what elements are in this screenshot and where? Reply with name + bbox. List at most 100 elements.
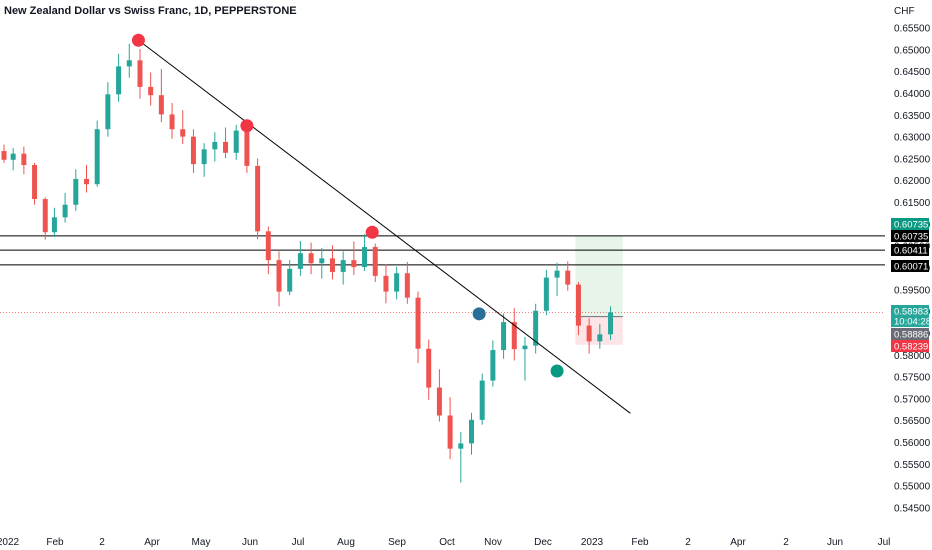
candle-body <box>319 258 325 264</box>
candle-body <box>597 334 603 342</box>
candle <box>255 158 261 240</box>
price-tag-label: 0.60735 <box>894 220 928 231</box>
price-tag-countdown: 10:04:28 <box>894 317 931 328</box>
candle-body <box>426 348 432 388</box>
position-zones <box>575 235 623 345</box>
candle-body <box>394 273 400 292</box>
candle <box>190 129 196 173</box>
candle <box>469 412 474 455</box>
candle <box>426 339 432 400</box>
price-tag: 0.60411 <box>891 244 929 257</box>
price-tick-label: 0.62500 <box>894 154 931 165</box>
teal-marker-dot <box>550 364 564 378</box>
candle-body <box>244 130 250 166</box>
candle <box>10 148 16 171</box>
time-tick-label: Sep <box>388 537 406 548</box>
candle <box>169 103 175 139</box>
time-tick-label: Jun <box>242 537 258 548</box>
candle <box>597 323 603 349</box>
time-tick-label: Jul <box>292 537 305 548</box>
candle-body <box>351 260 357 268</box>
time-tick-label: Feb <box>631 537 649 548</box>
candle <box>233 124 239 160</box>
time-tick-label: Feb <box>46 537 64 548</box>
price-tag: 0.60071 <box>891 260 929 273</box>
candle <box>608 306 614 340</box>
candle <box>383 264 389 304</box>
candle <box>362 233 368 272</box>
point-markers <box>131 33 564 378</box>
price-tick-label: 0.64500 <box>894 67 931 78</box>
candle-body <box>469 419 474 444</box>
candle-body <box>490 350 496 381</box>
time-tick-label: Dec <box>534 537 552 548</box>
candle-body <box>158 95 164 115</box>
candle-body <box>137 60 143 87</box>
time-axis[interactable]: 2022 Feb 2 Apr May Jun Jul Aug Sep Oct Nov Dec 2023 F… <box>0 537 890 548</box>
candle-body <box>329 258 335 272</box>
candle-body <box>1 151 7 160</box>
candle <box>62 192 68 223</box>
trendline[interactable] <box>138 39 631 414</box>
horizontal-levels[interactable] <box>0 235 885 266</box>
candle <box>308 242 314 275</box>
candle <box>447 397 453 460</box>
candle <box>180 110 186 145</box>
candle-body <box>554 270 560 278</box>
candle-body <box>436 387 442 416</box>
price-tag-bg <box>891 230 929 242</box>
price-tag-label: 0.60735 <box>894 232 928 243</box>
candle-body <box>201 149 207 165</box>
time-tick-label: May <box>192 537 211 548</box>
candle-body <box>21 153 27 166</box>
time-tick-label: 2022 <box>0 537 20 548</box>
candle-body <box>126 60 132 67</box>
candle <box>32 162 38 205</box>
candle <box>554 262 560 296</box>
candle-body <box>212 141 218 150</box>
price-tag-label: 0.58239 <box>894 342 928 353</box>
price-tag-bg <box>891 340 929 352</box>
price-tick-label: 0.61500 <box>894 198 931 209</box>
candle <box>1 144 7 163</box>
candle <box>533 303 539 354</box>
candle-body <box>383 275 389 292</box>
candle <box>543 269 549 316</box>
candle-body <box>575 284 581 326</box>
price-tick-label: 0.64000 <box>894 89 931 100</box>
candle <box>351 241 357 275</box>
time-tick-label: 2023 <box>581 537 604 548</box>
price-tag: 0.58239 <box>891 340 929 353</box>
candle-body <box>501 322 507 351</box>
candle-body <box>255 165 261 232</box>
candle-body <box>608 312 614 335</box>
price-tag: 0.60735 <box>891 218 929 231</box>
candle-body <box>180 129 186 137</box>
candle <box>223 127 229 159</box>
time-tick-label: Aug <box>337 537 355 548</box>
candle-body <box>543 277 549 311</box>
price-tick-label: 0.57500 <box>894 373 931 384</box>
price-tag-bg <box>891 260 929 272</box>
candle-body <box>458 443 464 449</box>
candle <box>501 313 507 359</box>
candle-body <box>586 325 592 342</box>
candle <box>575 281 581 336</box>
trendline-segment[interactable] <box>138 39 631 414</box>
candle-body <box>190 136 196 165</box>
time-tick-label: Jul <box>878 537 891 548</box>
candle <box>319 247 325 279</box>
candle-body <box>297 253 303 269</box>
candle-body <box>73 178 79 205</box>
price-tag-bg <box>891 218 929 230</box>
candle <box>490 340 496 387</box>
candle <box>479 373 485 425</box>
price-tag-bg <box>891 305 929 327</box>
candle <box>404 261 410 304</box>
time-tick-label: Jun <box>827 537 843 548</box>
candle <box>94 120 100 187</box>
price-tick-label: 0.62000 <box>894 176 931 187</box>
